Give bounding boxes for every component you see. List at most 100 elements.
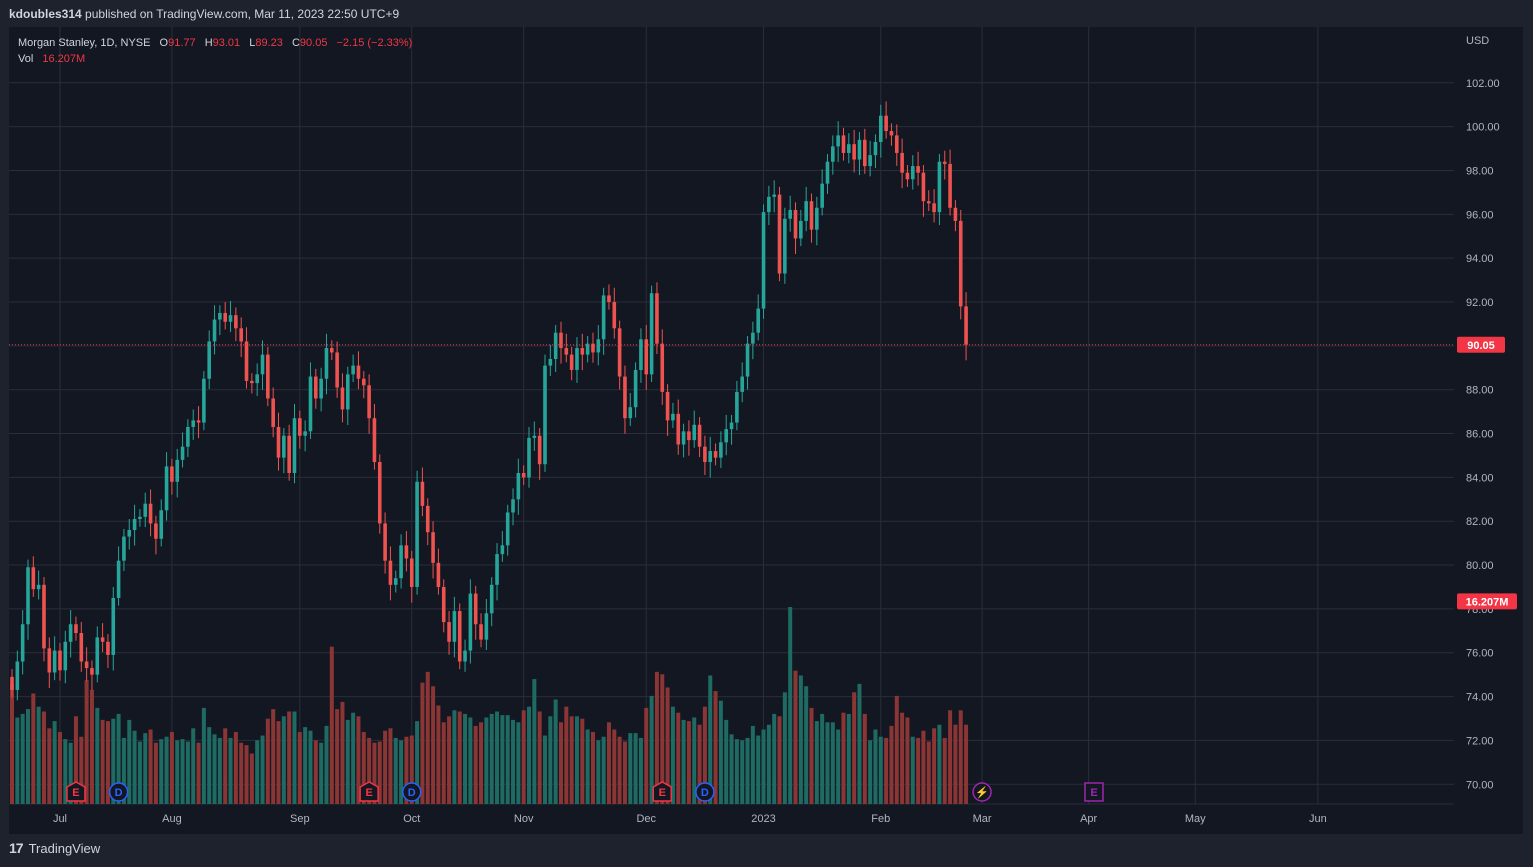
volume-bar xyxy=(452,710,457,804)
volume-bar xyxy=(574,716,579,804)
volume-bar xyxy=(180,739,185,804)
time-tick-label: Feb xyxy=(871,813,890,825)
brand-name: TradingView xyxy=(28,840,101,856)
candlestick-chart[interactable]: 70.0072.0074.0076.0078.0080.0082.0084.00… xyxy=(9,27,1523,834)
volume-bar xyxy=(260,735,265,804)
candle-body xyxy=(894,135,899,153)
volume-bar xyxy=(303,727,308,804)
candle-body xyxy=(953,207,958,221)
candle-body xyxy=(298,418,302,436)
volume-bar xyxy=(25,709,30,804)
symbol-title[interactable]: Morgan Stanley, 1D, NYSE xyxy=(18,37,151,49)
candle-body xyxy=(223,312,227,322)
candle-body xyxy=(649,293,654,375)
candle-body xyxy=(585,343,590,355)
candle-body xyxy=(516,472,521,500)
volume-bar xyxy=(649,695,654,804)
event-marker-label: E xyxy=(1090,787,1097,799)
price-tick-label: 96.00 xyxy=(1466,209,1494,221)
candle-body xyxy=(58,650,62,671)
volume-bar xyxy=(361,731,366,804)
volume-bar xyxy=(740,740,745,804)
candle-body xyxy=(436,562,441,587)
volume-bar xyxy=(750,725,755,804)
candle-body xyxy=(468,593,473,651)
volume-bar xyxy=(708,675,713,804)
volume-bar xyxy=(377,741,382,804)
candle-body xyxy=(863,139,867,167)
candle-body xyxy=(495,554,499,585)
close-label: C xyxy=(291,37,300,49)
chart-panel[interactable]: 70.00 72.00 74.00 76.00 78.00 80.00 82.00 84.00… xyxy=(9,27,1523,834)
candle-body xyxy=(159,510,164,539)
volume-bar xyxy=(724,719,729,804)
candle-body xyxy=(68,624,73,642)
volume-bar xyxy=(244,745,249,804)
volume-bar xyxy=(900,712,905,804)
author-name[interactable]: kdoubles314 xyxy=(9,7,82,21)
price-tick-label: 82.00 xyxy=(1466,516,1494,528)
volume-bar xyxy=(830,722,835,804)
candle-body xyxy=(95,637,100,675)
price-tick-label: 98.00 xyxy=(1466,165,1494,177)
candle-body xyxy=(932,203,936,213)
volume-bar xyxy=(772,713,777,804)
candle-body xyxy=(937,161,942,213)
tradingview-logo-icon: 17 xyxy=(9,840,24,856)
candle-body xyxy=(143,503,148,517)
tradingview-footer[interactable]: 17 TradingView xyxy=(9,840,100,856)
candle-body xyxy=(553,332,558,360)
volume-bar xyxy=(479,722,484,804)
candle-body xyxy=(900,152,904,173)
candle-body xyxy=(660,343,665,392)
volume-label[interactable]: Vol xyxy=(18,53,34,65)
candle-body xyxy=(351,365,355,375)
candle-body xyxy=(255,374,259,384)
candle-body xyxy=(90,668,94,675)
candle-body xyxy=(250,380,254,384)
candle-body xyxy=(958,220,963,307)
volume-bar xyxy=(143,733,148,804)
candle-body xyxy=(484,613,489,640)
volume-bar xyxy=(569,716,574,804)
candle-body xyxy=(697,424,702,447)
volume-bar xyxy=(846,713,851,804)
volume-bar xyxy=(585,729,590,804)
volume-bar xyxy=(527,706,532,804)
volume-bar xyxy=(292,711,297,804)
candle-body xyxy=(926,201,931,204)
candle-body xyxy=(319,378,323,399)
price-tick-label: 80.00 xyxy=(1466,560,1494,572)
time-tick-label: Jul xyxy=(53,813,67,825)
candle-body xyxy=(713,451,718,458)
candle-body xyxy=(372,418,377,463)
volume-bar xyxy=(68,742,73,804)
volume-bar xyxy=(217,737,222,804)
volume-bar xyxy=(111,718,116,804)
volume-bar xyxy=(404,736,409,804)
candle-body xyxy=(191,420,196,427)
volume-bar xyxy=(884,737,889,804)
chart-legend: Morgan Stanley, 1D, NYSE O91.77 H93.01 L… xyxy=(18,35,412,67)
volume-bar xyxy=(926,741,931,804)
volume-bar xyxy=(777,716,782,804)
candle-body xyxy=(383,523,387,561)
volume-bar xyxy=(937,724,942,804)
candle-body xyxy=(47,648,52,673)
dividend-event-marker xyxy=(402,782,422,802)
candle-body xyxy=(489,584,494,614)
candle-body xyxy=(314,376,318,399)
candle-body xyxy=(847,144,851,153)
candle-body xyxy=(692,424,697,441)
volume-bar xyxy=(41,711,46,804)
candle-body xyxy=(20,624,25,662)
candle-body xyxy=(111,597,116,655)
volume-bar xyxy=(425,671,430,804)
candle-body xyxy=(228,315,233,322)
candle-body xyxy=(799,220,803,239)
candle-body xyxy=(964,306,968,345)
candle-body xyxy=(127,529,132,537)
candle-body xyxy=(415,481,419,587)
candle-body xyxy=(580,348,585,355)
candle-body xyxy=(202,378,206,423)
